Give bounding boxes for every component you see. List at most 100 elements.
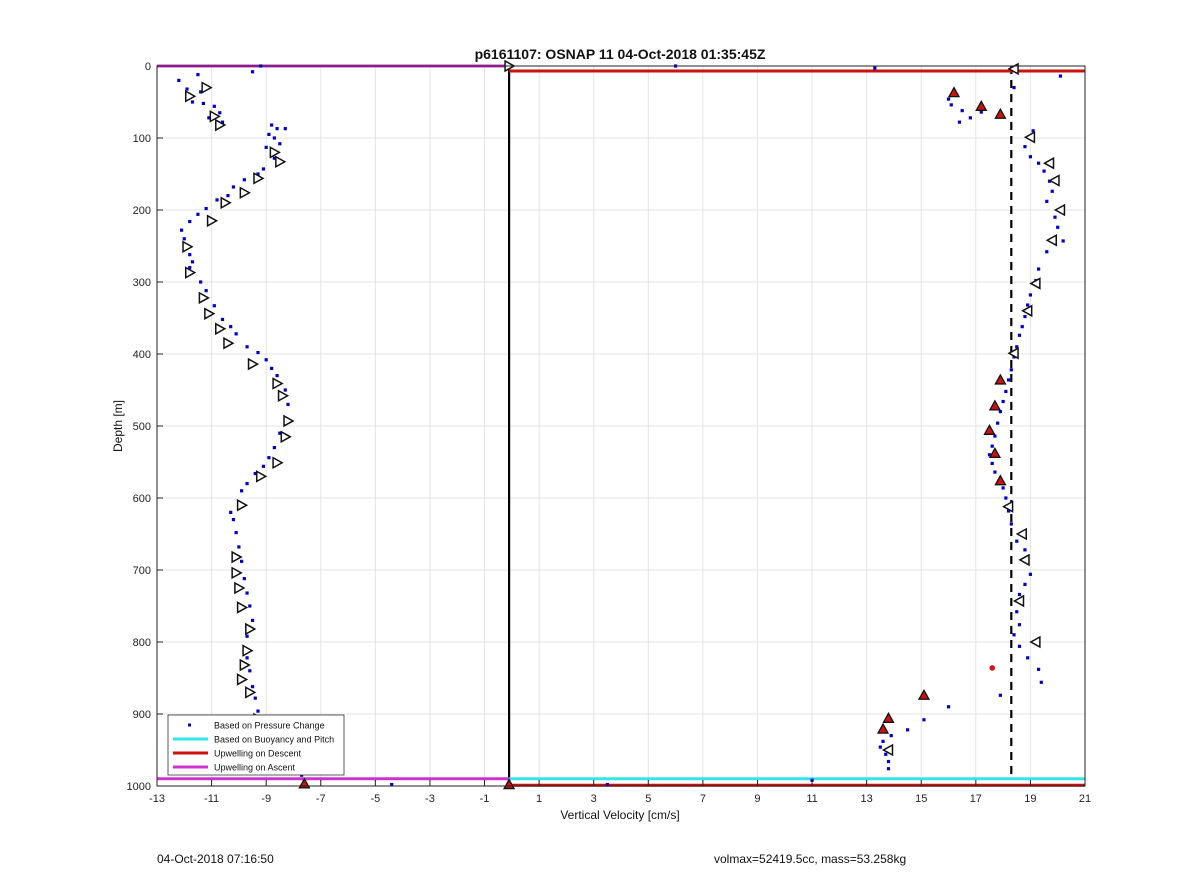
pressure-change-point bbox=[207, 116, 211, 120]
ascent-marker bbox=[234, 581, 246, 595]
pressure-change-point bbox=[1047, 179, 1052, 183]
ascent-marker bbox=[215, 118, 227, 132]
pressure-change-point bbox=[242, 178, 246, 182]
pressure-change-point bbox=[283, 127, 287, 131]
pressure-change-point bbox=[886, 759, 891, 764]
pressure-change-point bbox=[1061, 239, 1065, 243]
ascent-marker bbox=[236, 673, 249, 686]
pressure-change-point bbox=[256, 709, 260, 713]
pressure-change-point bbox=[245, 634, 249, 638]
pressure-change-point bbox=[253, 471, 257, 476]
pressure-change-point bbox=[188, 219, 192, 224]
y-tick-label: 600 bbox=[133, 493, 151, 505]
ascent-marker bbox=[253, 172, 265, 185]
pressure-change-point bbox=[1001, 399, 1005, 404]
pressure-change-point bbox=[1023, 582, 1027, 586]
ascent-marker bbox=[1012, 594, 1025, 608]
pressure-change-point bbox=[1017, 333, 1022, 337]
pressure-change-point bbox=[215, 198, 219, 202]
pressure-change-point bbox=[261, 167, 266, 171]
pressure-change-point bbox=[946, 97, 951, 101]
ascent-marker bbox=[239, 186, 251, 199]
ascent-marker bbox=[242, 644, 254, 657]
x-tick-label: -7 bbox=[316, 793, 326, 805]
pressure-change-point bbox=[949, 103, 953, 107]
pressure-change-point bbox=[1039, 680, 1043, 684]
y-axis-label: Depth [m] bbox=[111, 400, 125, 452]
legend-label: Upwelling on Descent bbox=[214, 749, 302, 759]
ascent-marker bbox=[1042, 156, 1055, 170]
pressure-change-point bbox=[979, 110, 983, 114]
pressure-change-point bbox=[231, 185, 236, 189]
legend-box bbox=[167, 714, 345, 776]
ascent-marker bbox=[185, 266, 197, 279]
pressure-change-point bbox=[261, 464, 266, 468]
pressure-change-point bbox=[1056, 225, 1060, 229]
pressure-change-point bbox=[267, 132, 271, 136]
pressure-change-point bbox=[1006, 378, 1011, 382]
x-tick-label: 5 bbox=[645, 793, 651, 805]
pressure-change-point bbox=[1037, 667, 1041, 671]
y-tick-label: 800 bbox=[133, 637, 151, 649]
pressure-change-point bbox=[275, 127, 279, 131]
ascent-marker bbox=[1029, 277, 1041, 290]
x-tick-label: 1 bbox=[536, 793, 542, 805]
pressure-change-point bbox=[201, 101, 205, 106]
pressure-change-point bbox=[993, 470, 997, 474]
pressure-change-point bbox=[998, 410, 1002, 414]
ascent-marker bbox=[231, 550, 243, 564]
pressure-change-point bbox=[884, 752, 888, 756]
ascent-marker bbox=[1048, 174, 1060, 187]
pressure-change-point bbox=[234, 332, 238, 336]
x-tick-label: 9 bbox=[754, 793, 760, 805]
pressure-change-point bbox=[922, 718, 926, 722]
pressure-change-point bbox=[245, 591, 249, 595]
pressure-change-point bbox=[240, 489, 244, 493]
ascent-marker bbox=[272, 456, 284, 469]
ascent-marker bbox=[1021, 304, 1033, 318]
pressure-change-point bbox=[1023, 548, 1027, 552]
legend: Based on Pressure Change Based on Buoyanc… bbox=[167, 714, 345, 776]
pressure-change-point bbox=[278, 431, 282, 435]
pressure-change-point bbox=[220, 317, 225, 322]
pressure-change-point bbox=[190, 260, 195, 264]
x-tick-label: -1 bbox=[480, 793, 490, 805]
ascent-marker bbox=[220, 196, 232, 210]
ascent-marker bbox=[223, 336, 235, 350]
pressure-change-point bbox=[226, 194, 230, 198]
pressure-change-point bbox=[605, 782, 609, 787]
x-tick-label: -3 bbox=[425, 793, 435, 805]
ascent-marker bbox=[206, 214, 219, 228]
chart-title: p6161107: OSNAP 11 04-Oct-2018 01:35:45Z bbox=[475, 46, 766, 62]
pressure-change-point bbox=[248, 669, 252, 673]
ascent-marker bbox=[1029, 635, 1041, 649]
y-tick-label: 200 bbox=[133, 205, 151, 217]
pressure-change-point bbox=[996, 421, 1000, 425]
pressure-change-point bbox=[390, 782, 394, 787]
pressure-change-point bbox=[946, 705, 951, 709]
descent-marker bbox=[983, 423, 996, 435]
pressure-change-point bbox=[212, 304, 216, 308]
pressure-change-point bbox=[250, 618, 255, 622]
descent-point bbox=[989, 665, 995, 671]
ascent-marker bbox=[1015, 527, 1027, 541]
pressure-change-point bbox=[1058, 74, 1063, 78]
data-marks bbox=[177, 59, 1066, 790]
pressure-change-point bbox=[1015, 345, 1019, 349]
pressure-change-point bbox=[889, 734, 893, 738]
descent-marker bbox=[994, 373, 1007, 385]
x-tick-label: 13 bbox=[861, 793, 873, 805]
ascent-marker bbox=[204, 307, 216, 320]
ascent-marker bbox=[215, 322, 227, 336]
legend-label: Based on Buoyancy and Pitch bbox=[214, 735, 334, 745]
pressure-change-point bbox=[881, 739, 885, 743]
pressure-change-point bbox=[272, 446, 276, 450]
pressure-change-point bbox=[212, 104, 216, 108]
pressure-change-point bbox=[286, 402, 290, 406]
descent-marker bbox=[988, 399, 1002, 411]
pressure-change-point bbox=[1001, 486, 1005, 490]
pressure-change-point bbox=[1017, 592, 1022, 597]
pressure-change-point bbox=[998, 693, 1002, 697]
pressure-change-point bbox=[1045, 250, 1049, 254]
pressure-change-point bbox=[250, 70, 255, 74]
